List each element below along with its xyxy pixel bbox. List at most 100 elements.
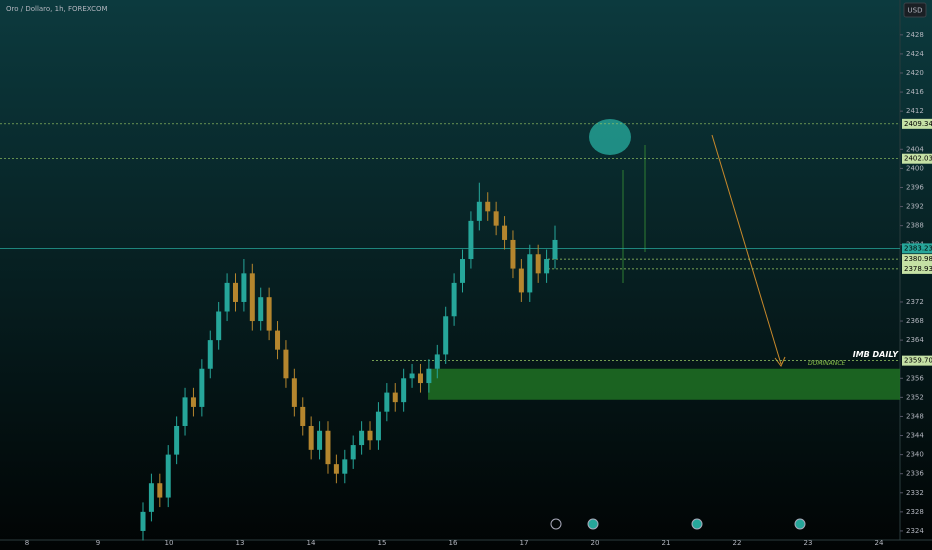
- candle-body: [241, 273, 247, 302]
- level-label-box: [902, 263, 932, 274]
- candle-body: [426, 368, 432, 384]
- y-tick-label: 2424: [906, 50, 924, 58]
- level-label: 2359.70: [904, 357, 932, 365]
- candle-body: [443, 316, 449, 355]
- y-tick-label: 2340: [906, 451, 924, 459]
- candle-body: [224, 282, 230, 312]
- candle-body: [249, 273, 255, 322]
- y-tick-label: 2352: [906, 393, 924, 401]
- candle-body: [342, 459, 348, 474]
- candle-body: [258, 297, 264, 322]
- candle-body: [451, 282, 457, 317]
- y-tick-label: 2324: [906, 527, 924, 535]
- level-label-box: [902, 153, 932, 164]
- y-tick-label: 2428: [906, 31, 924, 39]
- annotation: DOMINANCE: [808, 360, 846, 367]
- target-ellipse: [589, 119, 631, 155]
- candle-body: [266, 297, 272, 331]
- y-tick-label: 2392: [906, 203, 924, 211]
- y-tick-label: 2420: [906, 69, 924, 77]
- candle-body: [552, 239, 558, 260]
- candle-body: [485, 201, 491, 212]
- candle-body: [174, 425, 180, 455]
- candle-body: [291, 378, 297, 407]
- candle-body: [207, 340, 213, 369]
- level-label-box: [902, 118, 932, 129]
- y-tick-label: 2364: [906, 336, 924, 344]
- candle-body: [502, 225, 508, 240]
- candle-body: [510, 239, 516, 269]
- x-tick-label: 20: [591, 539, 600, 547]
- candle-body: [216, 311, 222, 341]
- y-tick-label: 2368: [906, 317, 924, 325]
- candle-body: [300, 406, 306, 426]
- y-tick-label: 2372: [906, 298, 924, 306]
- candle-body: [493, 211, 499, 226]
- candle-body: [375, 411, 381, 441]
- candle-body: [476, 201, 482, 221]
- candle-body: [535, 254, 541, 274]
- y-tick-label: 2416: [906, 88, 924, 96]
- y-tick-label: 2356: [906, 374, 924, 382]
- x-tick-label: 23: [804, 539, 813, 547]
- candle-body: [384, 392, 390, 412]
- candle-body: [359, 430, 365, 446]
- x-tick-label: 13: [236, 539, 245, 547]
- candle-body: [275, 330, 281, 350]
- level-label: 2378.93: [904, 265, 932, 273]
- x-tick-label: 16: [449, 539, 458, 547]
- imbalance-zone: [428, 368, 900, 400]
- x-tick-label: 17: [520, 539, 529, 547]
- candle-body: [518, 268, 524, 293]
- candle-body: [409, 373, 415, 379]
- y-tick-label: 2412: [906, 107, 924, 115]
- x-tick-label: 21: [662, 539, 671, 547]
- candle-body: [392, 392, 398, 403]
- level-label-box: [902, 355, 932, 366]
- level-label: 2380.98: [904, 255, 932, 263]
- candle-body: [199, 368, 205, 407]
- level-label-box: [902, 254, 932, 265]
- candle-body: [157, 483, 163, 498]
- candle-body: [182, 397, 188, 426]
- candle-body: [317, 430, 323, 450]
- x-tick-label: 14: [307, 539, 316, 547]
- candle-body: [460, 259, 466, 283]
- candle-body: [232, 282, 238, 302]
- annotation: IMB DAILY: [853, 350, 899, 359]
- y-tick-label: 2396: [906, 183, 924, 191]
- x-tick-label: 8: [25, 539, 29, 547]
- arrow: [711, 134, 782, 365]
- y-tick-label: 2328: [906, 508, 924, 516]
- candle-body: [544, 259, 550, 274]
- currency: USD: [908, 7, 923, 15]
- candle-body: [190, 397, 196, 407]
- candle-body: [283, 349, 289, 379]
- candle-body: [527, 254, 533, 293]
- candle-body: [350, 445, 356, 460]
- y-tick-label: 2344: [906, 432, 924, 440]
- x-tick-label: 10: [165, 539, 174, 547]
- candle-body: [401, 378, 407, 403]
- level-label: 2402.03: [904, 155, 932, 163]
- event-icons: [550, 518, 806, 530]
- candle-body: [468, 220, 474, 260]
- y-tick-label: 2332: [906, 489, 924, 497]
- candle-body: [165, 454, 171, 498]
- candle-body: [434, 354, 440, 369]
- x-tick-label: 24: [875, 539, 884, 547]
- candle-body: [148, 483, 154, 512]
- candle-body: [308, 425, 314, 450]
- candle-body: [333, 464, 339, 474]
- x-tick-label: 9: [96, 539, 100, 547]
- y-tick-label: 2404: [906, 145, 924, 153]
- candle-body: [417, 373, 423, 384]
- candle-body: [140, 511, 146, 531]
- candle-body: [367, 430, 373, 441]
- y-tick-label: 2348: [906, 412, 924, 420]
- y-tick-label: 2388: [906, 222, 924, 230]
- level-label-box: [902, 243, 932, 254]
- candle-body: [325, 430, 331, 465]
